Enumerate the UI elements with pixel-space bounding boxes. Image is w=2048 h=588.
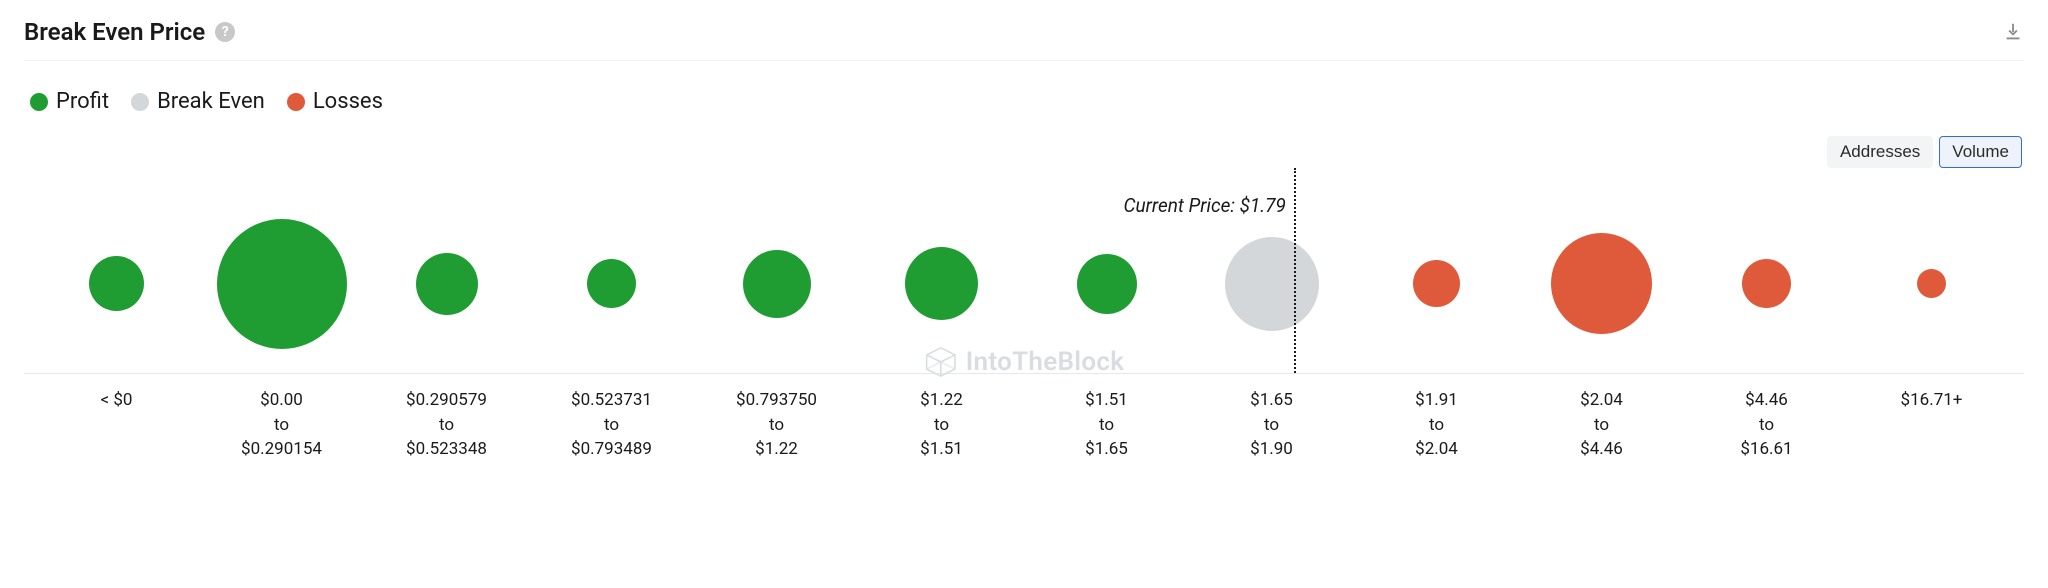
bubble-col [34,194,199,373]
legend-item-losses[interactable]: Losses [287,89,383,114]
bin-label: $1.51to$1.65 [1024,388,1189,462]
bin-label: $1.65to$1.90 [1189,388,1354,462]
bin-label: $0.00to$0.290154 [199,388,364,462]
title-wrap: Break Even Price ? [24,18,235,46]
page-title: Break Even Price [24,18,205,46]
bubble-losses[interactable] [1917,269,1946,298]
legend-dot [30,93,48,111]
legend-label: Break Even [157,89,265,114]
bubble-col [529,194,694,373]
bubble-col [364,194,529,373]
widget-header: Break Even Price ? [24,18,2024,61]
help-icon[interactable]: ? [215,22,235,42]
bubble-profit[interactable] [905,247,978,320]
toggle-group: AddressesVolume [1827,136,2022,168]
legend-label: Profit [56,89,109,114]
bin-label: < $0 [34,388,199,462]
bubble-col [694,194,859,373]
bubble-col [1189,194,1354,373]
bubble-break-even[interactable] [1225,237,1319,331]
chart: Current Price: $1.79 IntoTheBlock < $0$0… [24,194,2024,462]
legend-dot [131,93,149,111]
bubble-profit[interactable] [416,253,478,315]
bubble-losses[interactable] [1551,233,1652,334]
legend: Profit Break Even Losses [24,61,2024,122]
break-even-widget: Break Even Price ? Profit Break Even Losse… [0,0,2048,492]
bubble-profit[interactable] [587,259,636,308]
bubble-profit[interactable] [1077,254,1137,314]
bubble-col [1849,194,2014,373]
bubble-losses[interactable] [1413,260,1460,307]
download-icon[interactable] [2002,21,2024,43]
bin-label: $1.22to$1.51 [859,388,1024,462]
bin-label: $0.793750to$1.22 [694,388,859,462]
toggle-addresses[interactable]: Addresses [1827,136,1933,168]
bin-label: $4.46to$16.61 [1684,388,1849,462]
legend-dot [287,93,305,111]
legend-label: Losses [313,89,383,114]
bubble-col [1684,194,1849,373]
labels-row: < $0$0.00to$0.290154$0.290579to$0.523348… [24,374,2024,462]
toggle-volume[interactable]: Volume [1939,136,2022,168]
bin-label: $2.04to$4.46 [1519,388,1684,462]
bubble-profit[interactable] [89,256,144,311]
bubble-col [1519,194,1684,373]
bin-label: $0.523731to$0.793489 [529,388,694,462]
bubble-col [199,194,364,373]
bubble-col [1354,194,1519,373]
legend-item-break-even[interactable]: Break Even [131,89,265,114]
bubble-col [859,194,1024,373]
bubble-profit[interactable] [217,219,347,349]
bin-label: $16.71+ [1849,388,2014,462]
bubble-col [1024,194,1189,373]
bubble-losses[interactable] [1742,259,1791,308]
bubble-profit[interactable] [743,250,811,318]
legend-item-profit[interactable]: Profit [30,89,109,114]
bin-label: $0.290579to$0.523348 [364,388,529,462]
toggle-row: AddressesVolume [24,122,2024,168]
bubbles-row: IntoTheBlock [24,194,2024,374]
bin-label: $1.91to$2.04 [1354,388,1519,462]
